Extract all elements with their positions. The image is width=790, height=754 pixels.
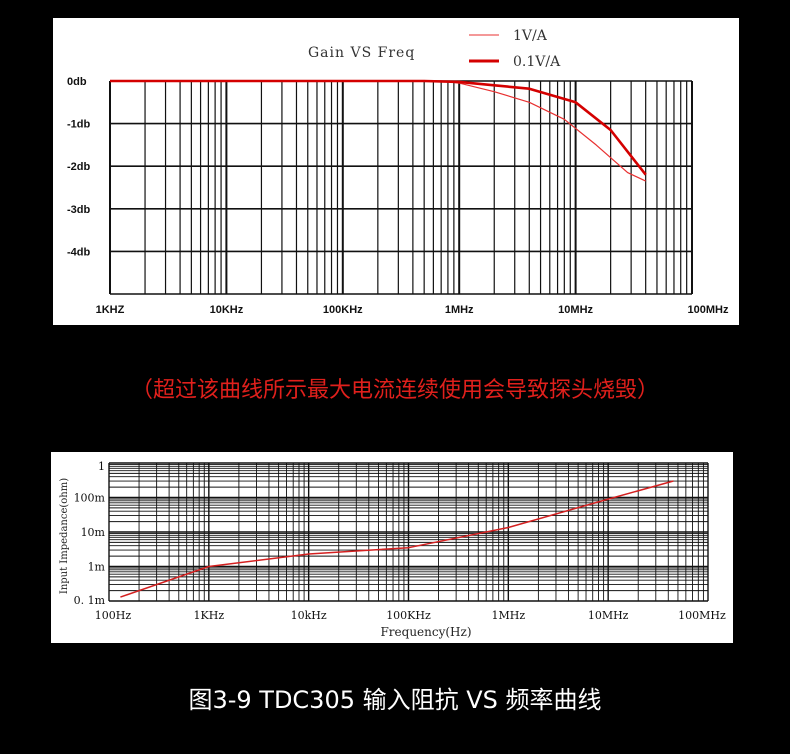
impedance-series-line xyxy=(120,480,674,598)
impedance-y-axis-label: Input Impedance(ohm) xyxy=(59,478,70,594)
gain-x-tick-label: 1KHZ xyxy=(96,304,125,316)
gain-chart: Gain VS Freq 1V/A 0.1V/A 0db -1db -2db -3db… xyxy=(67,28,729,316)
gain-chart-panel: Gain VS Freq 1V/A 0.1V/A 0db -1db -2db -3db… xyxy=(53,18,739,325)
impedance-chart: 1 100m 10m 1m 0. 1m 100Hz 1KHz 10kHz 100KHz 1MHz 1… xyxy=(59,460,726,639)
gain-y-tick-label: 0db xyxy=(67,76,87,88)
gain-x-tick-label: 1MHz xyxy=(445,304,474,316)
gain-x-tick-label: 10MHz xyxy=(558,304,593,316)
impedance-y-tick-label: 100m xyxy=(74,492,106,505)
impedance-x-tick-label: 100MHz xyxy=(678,609,726,622)
impedance-x-tick-label: 100KHz xyxy=(386,609,431,622)
gain-y-tick-label: -4db xyxy=(67,246,91,258)
impedance-x-tick-label: 1KHz xyxy=(194,609,225,622)
gain-x-tick-label: 10KHz xyxy=(210,304,244,316)
legend-label-1va: 1V/A xyxy=(513,28,548,44)
impedance-x-tick-label: 1MHz xyxy=(492,609,526,622)
impedance-chart-panel: 1 100m 10m 1m 0. 1m 100Hz 1KHz 10kHz 100KHz 1MHz 1… xyxy=(51,452,733,643)
gain-y-tick-label: -3db xyxy=(67,204,91,216)
impedance-y-tick-label: 0. 1m xyxy=(74,594,106,607)
impedance-x-tick-label: 10kHz xyxy=(291,609,327,622)
legend-label-0-1va: 0.1V/A xyxy=(513,54,561,70)
gain-x-tick-label: 100MHz xyxy=(688,304,729,316)
gain-y-tick-label: -1db xyxy=(67,119,91,131)
impedance-y-tick-label: 1m xyxy=(88,561,106,574)
series-line-0-1va xyxy=(110,79,647,176)
impedance-x-axis-label: Frequency(Hz) xyxy=(380,625,471,639)
impedance-x-tick-label: 10MHz xyxy=(588,609,629,622)
impedance-y-tick-label: 10m xyxy=(81,526,106,539)
gain-x-tick-label: 100KHz xyxy=(323,304,363,316)
gain-y-tick-label: -2db xyxy=(67,161,91,173)
gain-chart-title: Gain VS Freq xyxy=(308,45,415,61)
impedance-y-tick-label: 1 xyxy=(98,460,105,473)
figure-caption: 图3-9 TDC305 输入阻抗 VS 频率曲线 xyxy=(188,686,602,714)
warning-note: （超过该曲线所示最大电流连续使用会导致探头烧毁） xyxy=(130,378,659,403)
impedance-x-tick-label: 100Hz xyxy=(95,609,132,622)
